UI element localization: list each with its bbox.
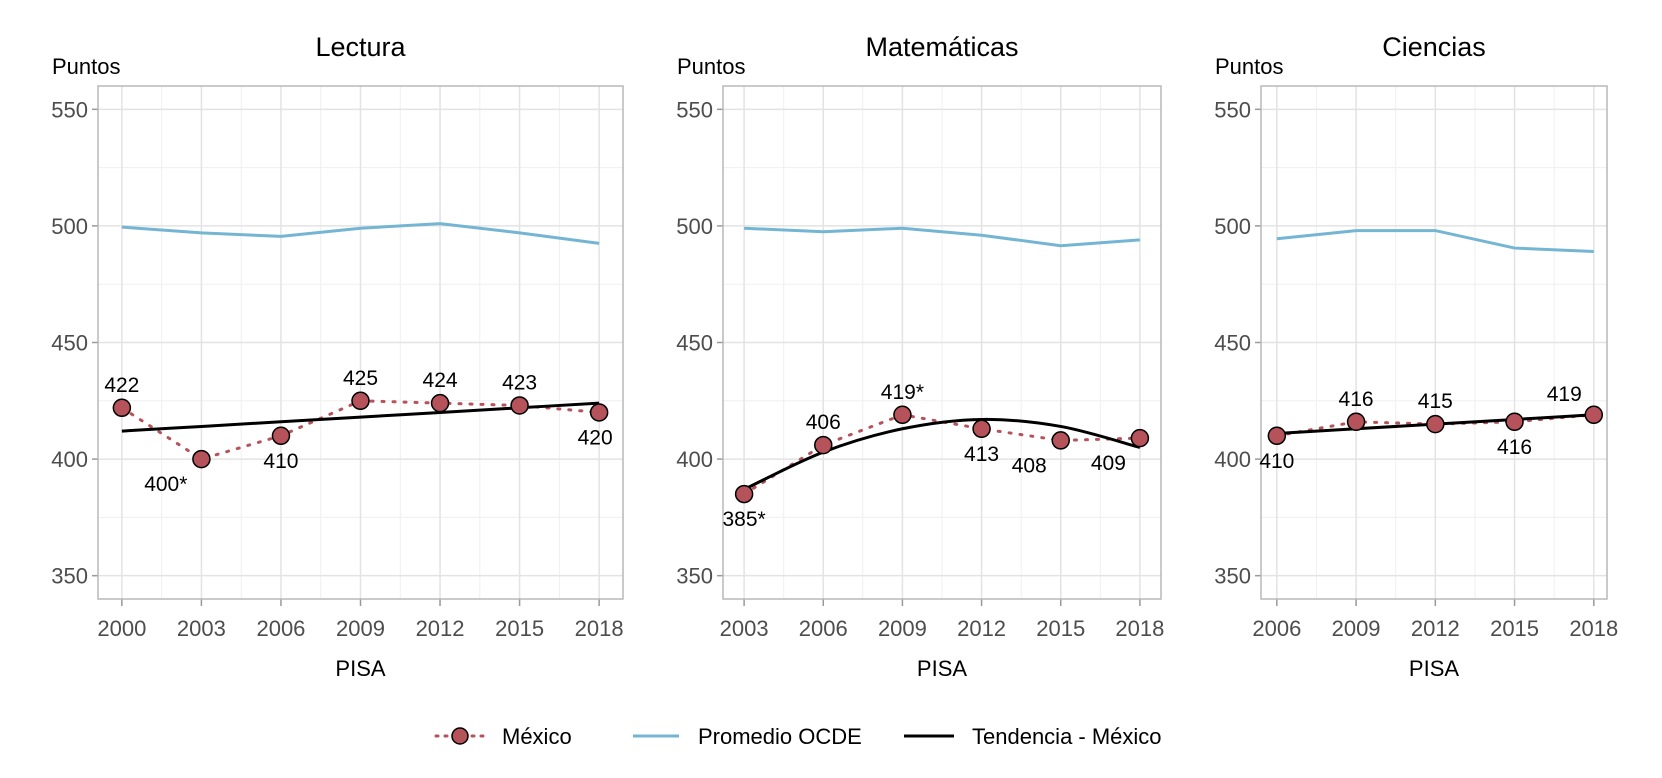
data-label: 415: [1418, 390, 1453, 413]
mexico-point: [271, 426, 291, 446]
data-label: 413: [964, 443, 999, 466]
data-label: 416: [1497, 436, 1532, 459]
x-tick-label: 2015: [495, 616, 544, 641]
data-label: 422: [104, 374, 139, 397]
legend-mexico-label: México: [502, 724, 572, 749]
ocde-line: [121, 222, 600, 245]
y-tick-label: 450: [676, 331, 713, 356]
data-label: 410: [1259, 450, 1294, 473]
data-label: 409: [1091, 452, 1126, 475]
legend-item-mexico: México: [434, 724, 572, 749]
x-tick-label: 2006: [799, 616, 848, 641]
data-label: 423: [502, 371, 537, 394]
y-tick-label: 400: [676, 447, 713, 472]
mexico-line: [1275, 413, 1596, 438]
panel-matemáticas: 350 400 450 500 550 2003 2006 2009 2012 2015 2018 M…: [676, 32, 1164, 681]
x-tick-label: 2009: [1332, 616, 1381, 641]
data-label: 406: [806, 411, 841, 434]
panel-ciencias: 350 400 450 500 550 2006 2009 2012 2015 2018 Cienc…: [1214, 32, 1618, 681]
mexico-point: [1346, 412, 1366, 432]
mexico-point: [1426, 414, 1445, 434]
y-tick-label: 550: [1214, 97, 1251, 122]
mexico-point: [589, 403, 609, 422]
mexico-point: [734, 484, 754, 504]
legend: México Promedio OCDE Tendencia - México: [434, 724, 1162, 749]
x-tick-label: 2006: [1252, 616, 1301, 641]
x-tick-label: 2012: [416, 616, 465, 641]
y-tick-label: 500: [1214, 214, 1251, 239]
x-tick-label: 2006: [256, 616, 305, 641]
legend-item-ocde: Promedio OCDE: [633, 724, 862, 749]
mexico-point: [1051, 431, 1070, 450]
data-label: 408: [1012, 454, 1047, 477]
mexico-point: [192, 449, 211, 469]
x-tick-label: 2012: [1411, 616, 1460, 641]
legend-item-trend: Tendencia - México: [904, 724, 1162, 749]
data-label: 410: [263, 450, 298, 473]
y-tick-label: 350: [51, 564, 88, 589]
mexico-point: [972, 419, 991, 439]
data-label: 400*: [144, 473, 187, 496]
x-tick-label: 2000: [97, 616, 146, 641]
x-tick-label: 2018: [1569, 616, 1618, 641]
mexico-point: [893, 405, 912, 425]
mexico-point: [351, 391, 370, 411]
x-tick-label: 2009: [878, 616, 927, 641]
legend-trend-label: Tendencia - México: [972, 724, 1162, 749]
panel-border: [1260, 85, 1608, 600]
data-label: 416: [1339, 388, 1374, 411]
y-tick-label: 500: [51, 214, 88, 239]
data-label: 420: [578, 426, 613, 449]
x-tick-label: 2003: [720, 616, 769, 641]
y-tick-label: 400: [1214, 447, 1251, 472]
data-label: 385*: [722, 508, 765, 531]
ocde-line: [1276, 229, 1594, 254]
panel-lectura: 350 400 450 500 550 2000 2003 2006 2009 2012 2015 2…: [51, 32, 624, 681]
mexico-point: [1505, 412, 1524, 432]
y-axis-label: Puntos: [1215, 54, 1284, 79]
y-tick-label: 450: [1214, 331, 1251, 356]
panel-title: Lectura: [315, 32, 406, 62]
mexico-point: [1267, 426, 1287, 446]
panel-border: [97, 85, 624, 600]
x-tick-label: 2015: [1490, 616, 1539, 641]
x-axis-label: PISA: [1409, 656, 1459, 681]
mexico-point: [510, 396, 529, 415]
data-label: 419: [1547, 383, 1582, 406]
x-tick-label: 2012: [957, 616, 1006, 641]
y-tick-label: 550: [51, 97, 88, 122]
y-tick-label: 550: [676, 97, 713, 122]
y-tick-label: 400: [51, 447, 88, 472]
x-tick-label: 2018: [575, 616, 624, 641]
x-tick-label: 2018: [1115, 616, 1164, 641]
y-axis-label: Puntos: [677, 54, 746, 79]
trend-line: [743, 417, 1141, 491]
panel-title: Matemáticas: [865, 32, 1018, 62]
x-tick-label: 2003: [177, 616, 226, 641]
mexico-point: [814, 435, 833, 455]
x-tick-label: 2009: [336, 616, 385, 641]
data-label: 419*: [881, 381, 924, 404]
mexico-point: [430, 393, 450, 413]
y-tick-label: 450: [51, 331, 88, 356]
y-tick-label: 350: [676, 564, 713, 589]
x-axis-label: PISA: [335, 656, 385, 681]
mexico-point: [1130, 428, 1150, 448]
y-tick-label: 500: [676, 214, 713, 239]
legend-ocde-label: Promedio OCDE: [698, 724, 862, 749]
x-axis-label: PISA: [917, 656, 967, 681]
mexico-point: [112, 398, 132, 418]
data-label: 425: [343, 367, 378, 390]
mexico-point: [1584, 405, 1604, 425]
y-tick-label: 350: [1214, 564, 1251, 589]
x-tick-label: 2015: [1036, 616, 1085, 641]
y-axis-label: Puntos: [52, 54, 121, 79]
panel-title: Ciencias: [1382, 32, 1486, 62]
mexico-line: [742, 413, 1142, 496]
panel-border: [722, 85, 1162, 600]
legend-mexico-marker: [451, 727, 469, 745]
data-label: 424: [423, 369, 458, 392]
ocde-line: [744, 226, 1141, 248]
